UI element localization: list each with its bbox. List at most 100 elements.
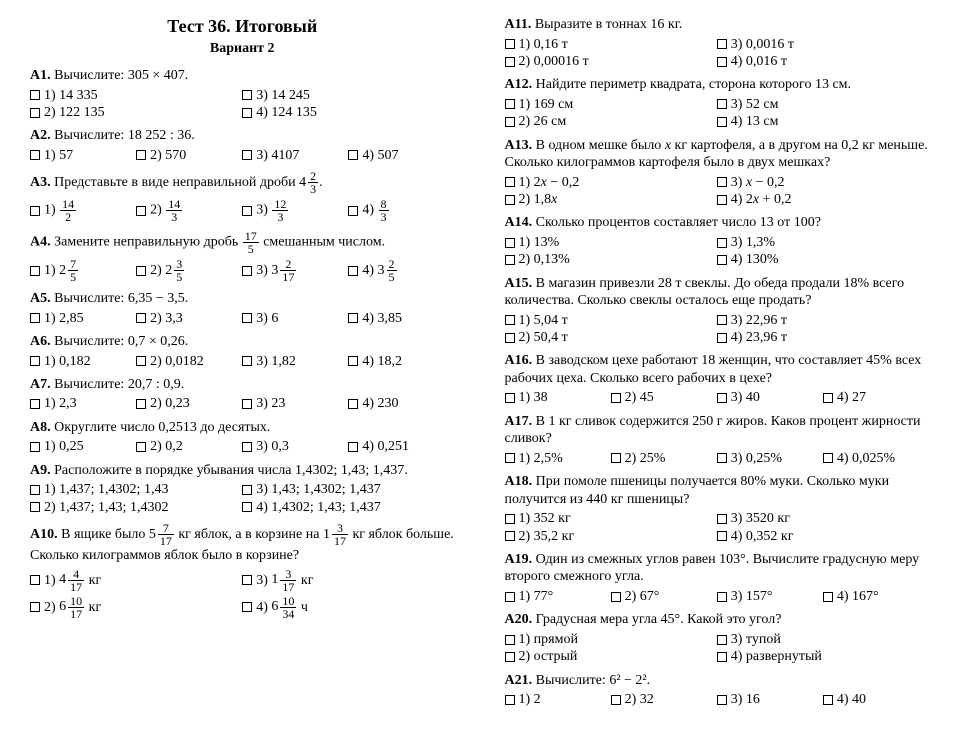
answer-option[interactable]: 4) 1,4302; 1,43; 1,437 (242, 499, 454, 516)
answer-option[interactable]: 2) 122 135 (30, 104, 242, 121)
checkbox-icon[interactable] (505, 652, 515, 662)
answer-option[interactable]: 2) 1,437; 1,43; 1,4302 (30, 499, 242, 516)
answer-option[interactable]: 2) 61017 кг (30, 594, 242, 621)
answer-option[interactable]: 2) 26 см (505, 113, 717, 130)
answer-option[interactable]: 2) 67° (611, 588, 717, 605)
answer-option[interactable]: 2) 25% (611, 450, 717, 467)
answer-option[interactable]: 1) 2 (505, 691, 611, 708)
checkbox-icon[interactable] (505, 39, 515, 49)
checkbox-icon[interactable] (30, 399, 40, 409)
answer-option[interactable]: 1) 13% (505, 234, 717, 251)
checkbox-icon[interactable] (136, 206, 146, 216)
answer-option[interactable]: 4) 130% (717, 251, 929, 268)
checkbox-icon[interactable] (717, 177, 727, 187)
checkbox-icon[interactable] (136, 399, 146, 409)
answer-option[interactable]: 2) острый (505, 648, 717, 665)
answer-option[interactable]: 1) 2,3 (30, 395, 136, 412)
checkbox-icon[interactable] (823, 393, 833, 403)
answer-option[interactable]: 3) 123 (242, 197, 348, 224)
checkbox-icon[interactable] (505, 531, 515, 541)
checkbox-icon[interactable] (823, 695, 833, 705)
checkbox-icon[interactable] (717, 255, 727, 265)
answer-option[interactable]: 4) 0,016 т (717, 53, 929, 70)
answer-option[interactable]: 4) 0,251 (348, 438, 454, 455)
answer-option[interactable]: 3) 52 см (717, 96, 929, 113)
answer-option[interactable]: 3) 1,43; 1,4302; 1,437 (242, 481, 454, 498)
answer-option[interactable]: 1) 0,16 т (505, 36, 717, 53)
checkbox-icon[interactable] (242, 313, 252, 323)
checkbox-icon[interactable] (717, 635, 727, 645)
answer-option[interactable]: 3) 14 245 (242, 87, 454, 104)
answer-option[interactable]: 1) 169 см (505, 96, 717, 113)
answer-option[interactable]: 3) 1,3% (717, 234, 929, 251)
checkbox-icon[interactable] (717, 238, 727, 248)
checkbox-icon[interactable] (717, 195, 727, 205)
checkbox-icon[interactable] (505, 177, 515, 187)
checkbox-icon[interactable] (823, 592, 833, 602)
answer-option[interactable]: 2) 0,00016 т (505, 53, 717, 70)
answer-option[interactable]: 1) 38 (505, 389, 611, 406)
answer-option[interactable]: 1) 2,5% (505, 450, 611, 467)
checkbox-icon[interactable] (348, 206, 358, 216)
checkbox-icon[interactable] (717, 39, 727, 49)
checkbox-icon[interactable] (30, 90, 40, 100)
answer-option[interactable]: 4) 167° (823, 588, 929, 605)
answer-option[interactable]: 3) 40 (717, 389, 823, 406)
answer-option[interactable]: 3) 3217 (242, 257, 348, 284)
answer-option[interactable]: 2) 45 (611, 389, 717, 406)
checkbox-icon[interactable] (717, 99, 727, 109)
checkbox-icon[interactable] (505, 315, 515, 325)
checkbox-icon[interactable] (136, 356, 146, 366)
checkbox-icon[interactable] (505, 195, 515, 205)
checkbox-icon[interactable] (30, 485, 40, 495)
answer-option[interactable]: 4) 3,85 (348, 310, 454, 327)
answer-option[interactable]: 2) 1,8x (505, 191, 717, 208)
checkbox-icon[interactable] (30, 356, 40, 366)
checkbox-icon[interactable] (717, 695, 727, 705)
checkbox-icon[interactable] (717, 514, 727, 524)
answer-option[interactable]: 4) 0,352 кг (717, 528, 929, 545)
checkbox-icon[interactable] (242, 602, 252, 612)
answer-option[interactable]: 1) 2,85 (30, 310, 136, 327)
answer-option[interactable]: 1) прямой (505, 631, 717, 648)
answer-option[interactable]: 3) 23 (242, 395, 348, 412)
checkbox-icon[interactable] (611, 453, 621, 463)
answer-option[interactable]: 4) 18,2 (348, 353, 454, 370)
answer-option[interactable]: 3) 0,3 (242, 438, 348, 455)
checkbox-icon[interactable] (505, 238, 515, 248)
checkbox-icon[interactable] (823, 453, 833, 463)
answer-option[interactable]: 4) 61034 ч (242, 594, 454, 621)
answer-option[interactable]: 2) 0,13% (505, 251, 717, 268)
checkbox-icon[interactable] (348, 313, 358, 323)
checkbox-icon[interactable] (348, 399, 358, 409)
checkbox-icon[interactable] (505, 393, 515, 403)
checkbox-icon[interactable] (348, 356, 358, 366)
checkbox-icon[interactable] (505, 514, 515, 524)
checkbox-icon[interactable] (30, 602, 40, 612)
checkbox-icon[interactable] (505, 635, 515, 645)
checkbox-icon[interactable] (30, 150, 40, 160)
answer-option[interactable]: 3) 3520 кг (717, 510, 929, 527)
answer-option[interactable]: 3) тупой (717, 631, 929, 648)
checkbox-icon[interactable] (717, 393, 727, 403)
answer-option[interactable]: 4) 124 135 (242, 104, 454, 121)
checkbox-icon[interactable] (505, 695, 515, 705)
checkbox-icon[interactable] (717, 57, 727, 67)
checkbox-icon[interactable] (505, 255, 515, 265)
checkbox-icon[interactable] (611, 592, 621, 602)
checkbox-icon[interactable] (505, 592, 515, 602)
answer-option[interactable]: 4) 83 (348, 197, 454, 224)
answer-option[interactable]: 2) 32 (611, 691, 717, 708)
answer-option[interactable]: 1) 275 (30, 257, 136, 284)
answer-option[interactable]: 3) 1317 кг (242, 567, 454, 594)
answer-option[interactable]: 3) 16 (717, 691, 823, 708)
answer-option[interactable]: 4) 23,96 т (717, 329, 929, 346)
checkbox-icon[interactable] (717, 652, 727, 662)
answer-option[interactable]: 2) 0,0182 (136, 353, 242, 370)
checkbox-icon[interactable] (136, 150, 146, 160)
checkbox-icon[interactable] (717, 315, 727, 325)
answer-option[interactable]: 2) 3,3 (136, 310, 242, 327)
checkbox-icon[interactable] (348, 150, 358, 160)
answer-option[interactable]: 3) 4107 (242, 147, 348, 164)
answer-option[interactable]: 1) 2x − 0,2 (505, 174, 717, 191)
